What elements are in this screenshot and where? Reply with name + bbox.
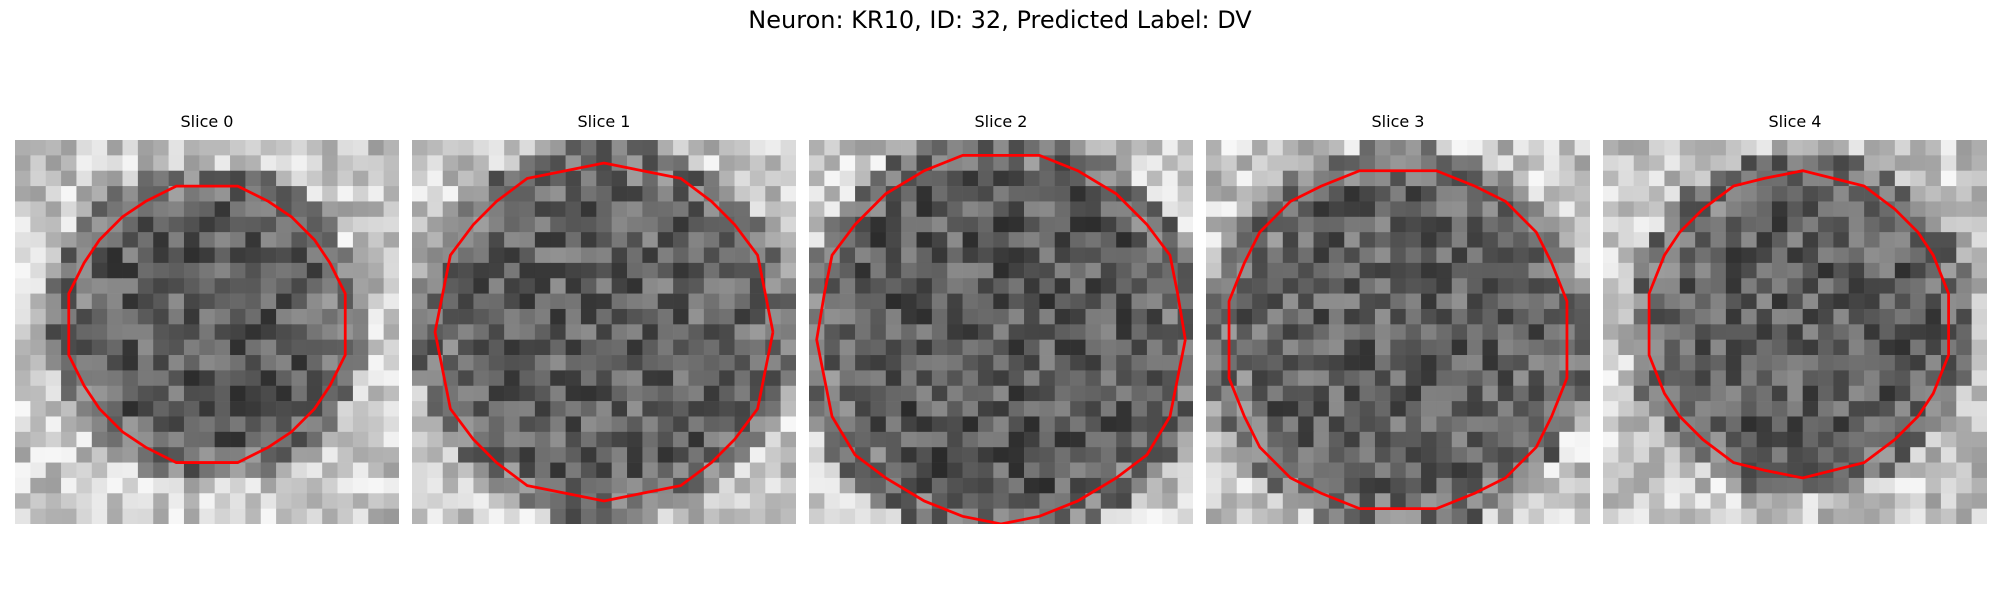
slice-image-0 — [15, 140, 399, 524]
slice-title-3: Slice 3 — [1371, 112, 1425, 131]
slice-image-4 — [1603, 140, 1987, 524]
cell-contour-2 — [815, 153, 1187, 524]
slice-title-1: Slice 1 — [577, 112, 631, 131]
slice-image-1 — [412, 140, 796, 524]
slice-title-4: Slice 4 — [1768, 112, 1822, 131]
cell-contour-4 — [1647, 169, 1950, 480]
slice-panel-0: Slice 0 — [15, 110, 399, 524]
slice-title-0: Slice 0 — [180, 112, 234, 131]
slice-image-2 — [809, 140, 1193, 524]
slice-panel-4: Slice 4 — [1603, 110, 1987, 524]
slice-panel-3: Slice 3 — [1206, 110, 1590, 524]
cell-contour-0 — [67, 184, 347, 464]
slice-title-2: Slice 2 — [974, 112, 1028, 131]
figure-title: Neuron: KR10, ID: 32, Predicted Label: D… — [748, 6, 1252, 34]
cell-contour-3 — [1227, 169, 1569, 511]
slice-panel-2: Slice 2 — [809, 110, 1193, 524]
slice-panel-1: Slice 1 — [412, 110, 796, 524]
cell-contour-1 — [433, 161, 775, 503]
slice-image-3 — [1206, 140, 1590, 524]
